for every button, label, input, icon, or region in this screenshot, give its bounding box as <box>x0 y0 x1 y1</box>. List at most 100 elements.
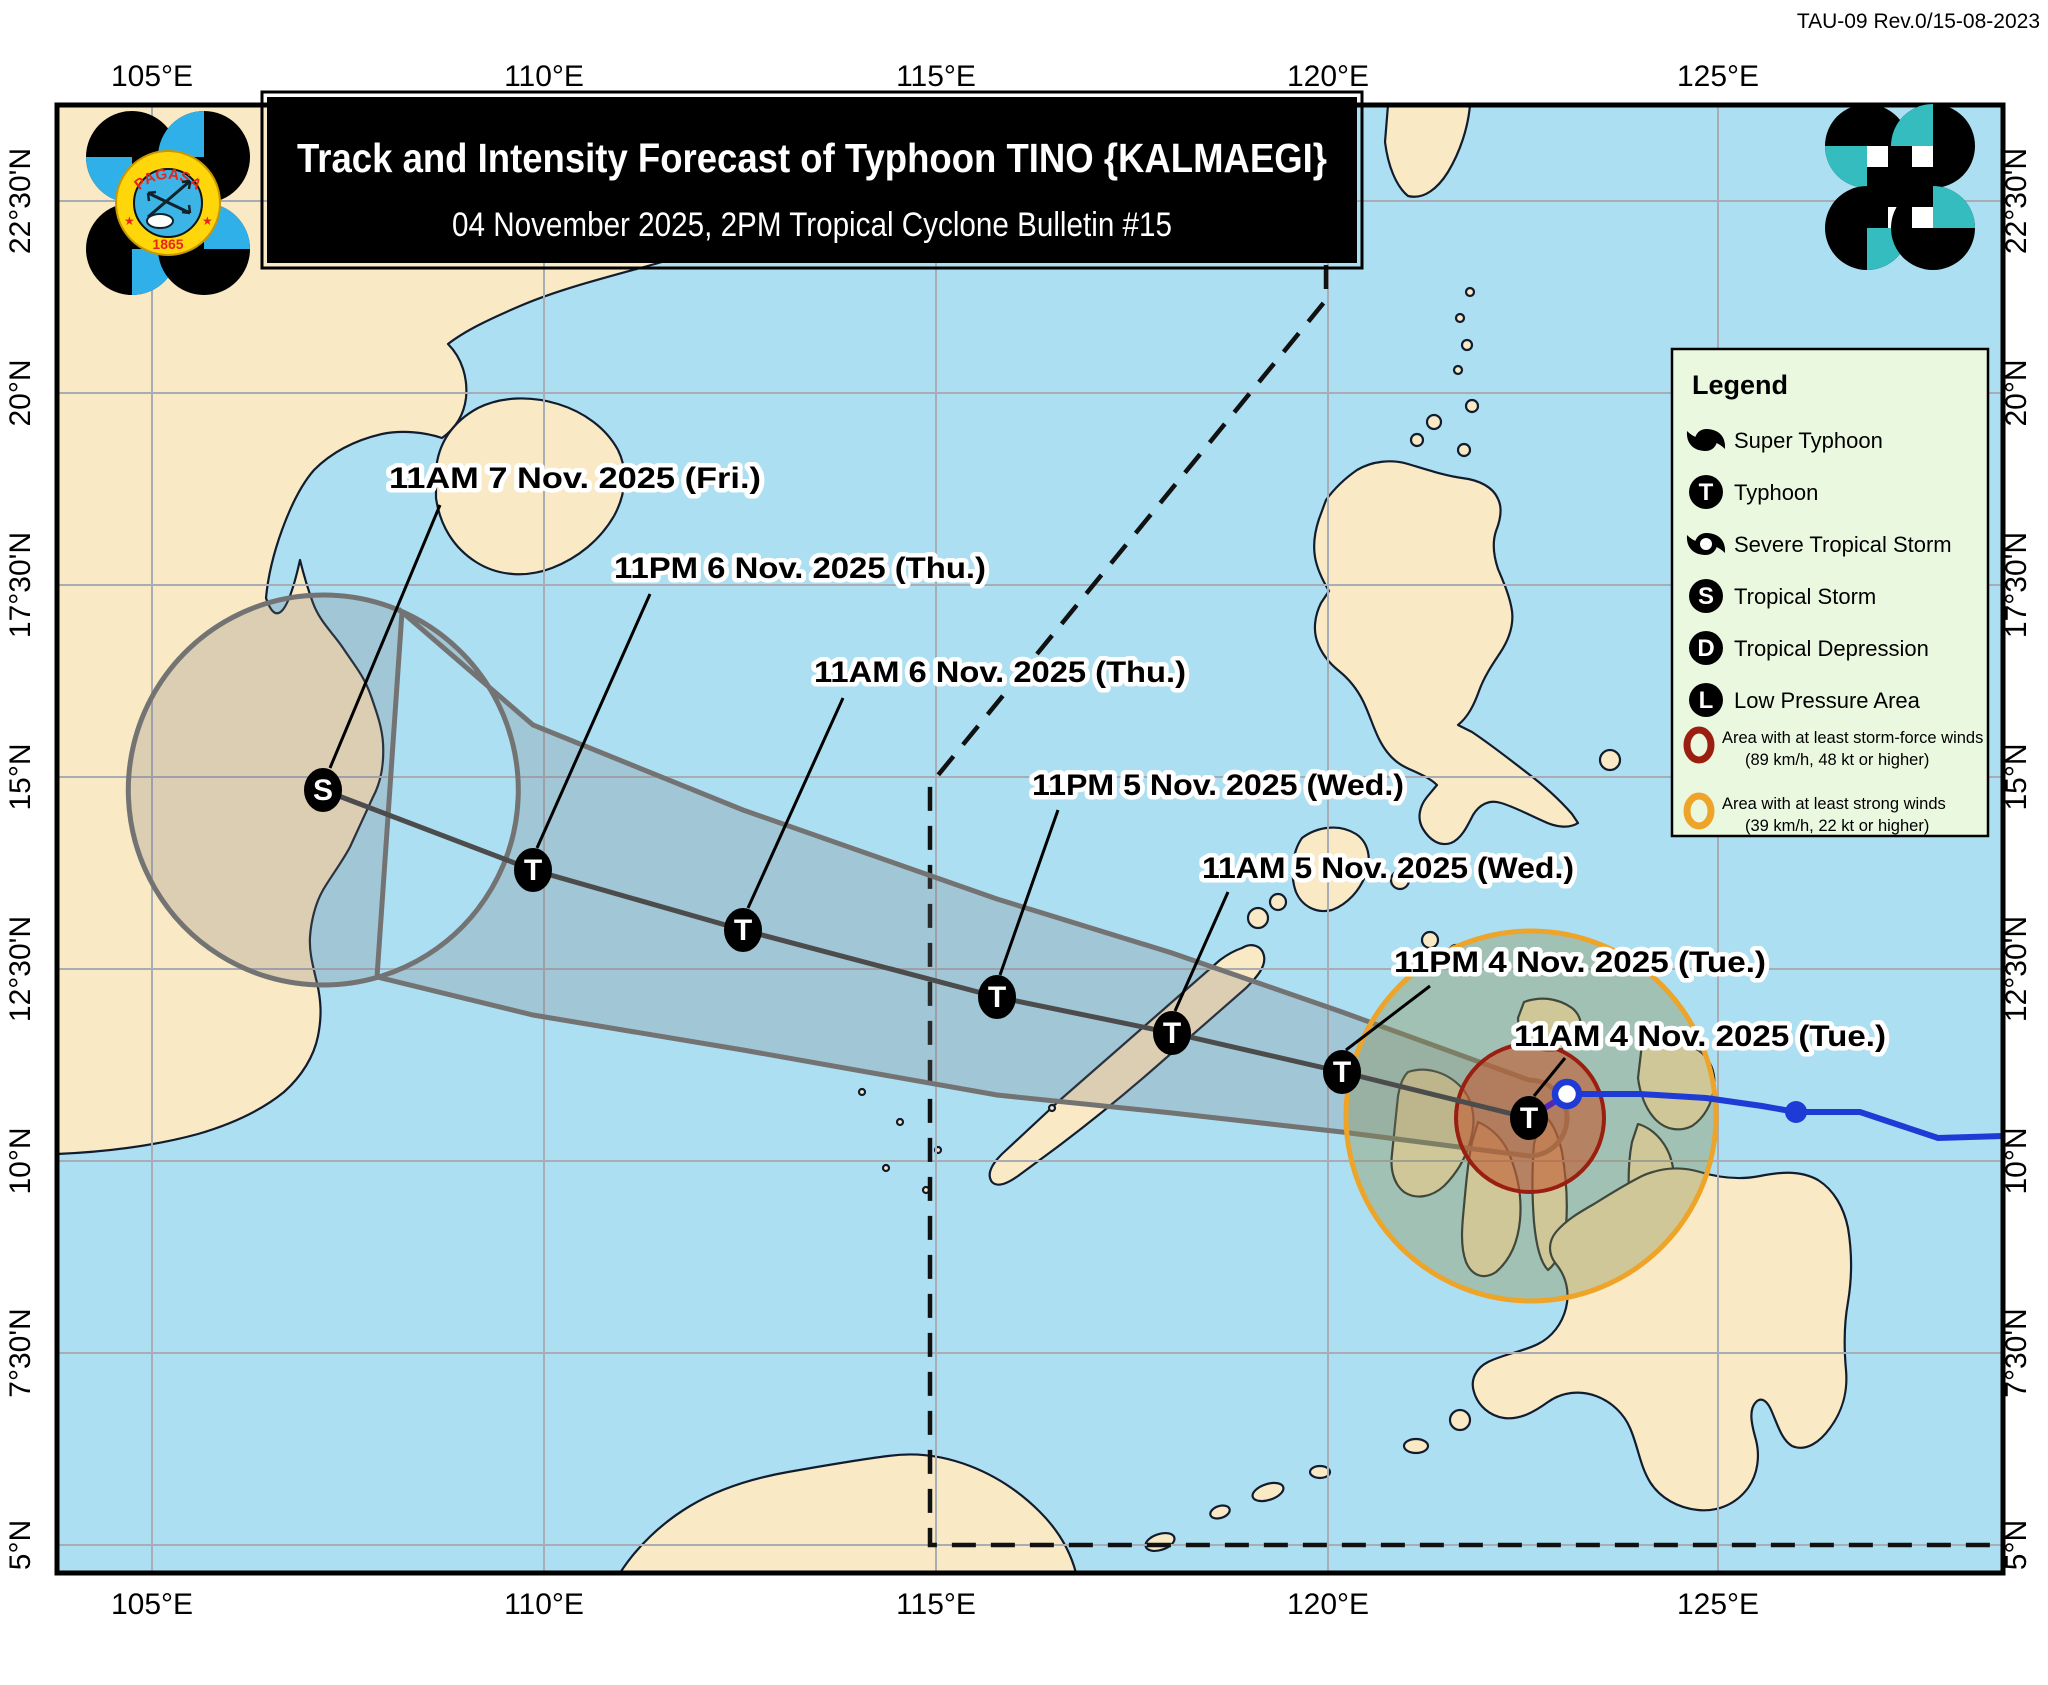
legend-item-label: Tropical Storm <box>1734 584 1876 609</box>
low-pressure-area-icon <box>1689 683 1723 717</box>
legend-item-typhoon: T Typhoon <box>1689 475 1818 509</box>
legend-item-super-typhoon: Super Typhoon <box>1686 428 1883 453</box>
track-point-s <box>304 768 342 812</box>
legend-icon-letter: S <box>1698 583 1714 610</box>
lat-label-left: 12°30'N <box>4 916 37 1022</box>
track-point-letter: T <box>1163 1017 1181 1050</box>
track-labels: 11AM 7 Nov. 2025 (Fri.) 11PM 6 Nov. 2025 … <box>385 458 1891 1058</box>
pinwheel-star-icon <box>1870 157 1930 217</box>
legend-item-label: Super Typhoon <box>1734 428 1883 453</box>
lon-label-top: 125°E <box>1677 60 1759 93</box>
track-time-label: 11AM 6 Nov. 2025 (Thu.) <box>814 656 1186 689</box>
lat-label-left: 17°30'N <box>4 532 37 638</box>
seal-cloud-icon <box>146 213 174 229</box>
legend-icon-letter: T <box>1699 479 1714 506</box>
legend-item-label: Typhoon <box>1734 480 1818 505</box>
legend: Legend Super Typhoon T Typhoon Severe Tropi… <box>1670 347 1990 838</box>
track-time-label: 11AM 4 Nov. 2025 (Tue.) <box>1514 1020 1886 1053</box>
land-samar <box>1636 1039 1716 1131</box>
legend-icon-letter: D <box>1697 635 1714 662</box>
callout-line <box>998 809 1060 976</box>
track-point-letter: T <box>988 981 1006 1014</box>
callout-line <box>328 504 442 769</box>
title-line1: Track and Intensity Forecast of Typhoon … <box>297 135 1327 181</box>
lon-label-bottom: 125°E <box>1677 1588 1759 1621</box>
lat-label-left: 5°N <box>4 1520 37 1570</box>
par-boundary-dashed-line <box>927 265 2003 1548</box>
lat-label-right: 10°N <box>2000 1127 2033 1194</box>
lat-label-right: 7°30'N <box>2000 1308 2033 1397</box>
callout-line <box>746 697 845 909</box>
island <box>1598 748 1622 772</box>
track-time-label: 11PM 5 Nov. 2025 (Wed.) <box>1032 769 1404 802</box>
title-bar: Track and Intensity Forecast of Typhoon … <box>260 90 1364 270</box>
track-time-label: 11PM 4 Nov. 2025 (Tue.) <box>1394 946 1766 979</box>
track-point-letter: T <box>1333 1056 1351 1089</box>
callout-line <box>1532 1057 1567 1097</box>
seal-arrows-icon <box>146 179 192 219</box>
legend-item-label: Tropical Depression <box>1734 636 1929 661</box>
callout-line <box>535 593 652 849</box>
land-hainan <box>434 397 626 576</box>
legend-wind-area-storm-force: Area with at least storm-force winds (89 … <box>1683 726 1983 769</box>
track-time-label: 11PM 6 Nov. 2025 (Thu.) <box>614 552 986 585</box>
wind-ring-icon <box>1683 726 1715 764</box>
legend-title: Legend <box>1692 370 1788 400</box>
lat-label-right: 12°30'N <box>2000 916 2033 1022</box>
severe-tropical-storm-icon <box>1686 533 1726 555</box>
spratly-islets <box>857 1087 1057 1195</box>
super-typhoon-icon <box>1686 429 1726 451</box>
legend-wind-area-strong: Area with at least strong winds (39 km/h,… <box>1683 792 1946 835</box>
track-point-t <box>724 908 762 952</box>
lon-label-top: 105°E <box>111 60 193 93</box>
lat-label-left: 15°N <box>4 743 37 810</box>
typhoon-icon <box>1689 475 1723 509</box>
track-time-label: 11AM 7 Nov. 2025 (Fri.) <box>389 462 761 495</box>
legend-icon-letter: L <box>1699 687 1714 714</box>
lat-label-right: 5°N <box>2000 1520 2033 1570</box>
island <box>1308 1464 1332 1480</box>
track-point-letter: T <box>524 854 542 887</box>
track-time-label: 11AM 5 Nov. 2025 (Wed.) <box>1202 852 1574 885</box>
pagasa-pinwheel-icon: PAGASA 1865 ★ ★ <box>86 111 250 295</box>
wind-ring-icon <box>1683 792 1715 830</box>
lon-label-top: 115°E <box>896 60 976 93</box>
track-callouts <box>328 504 1567 1097</box>
pagasa-logo-right <box>1825 104 1975 270</box>
title-line2: 04 November 2025, 2PM Tropical Cyclone B… <box>452 206 1172 244</box>
wind-area-line1: Area with at least strong winds <box>1722 795 1946 813</box>
doc-ref: TAU-09 Rev.0/15-08-2023 <box>1797 10 2040 33</box>
pagasa-seal-year: 1865 <box>152 236 183 252</box>
island <box>1402 1437 1430 1455</box>
lon-label-bottom: 105°E <box>111 1588 193 1621</box>
lon-label-bottom: 120°E <box>1287 1588 1369 1621</box>
lat-label-left: 7°30'N <box>4 1308 37 1397</box>
island <box>1420 930 1440 950</box>
track-point-letter: T <box>734 914 752 947</box>
axis-labels: 105°E 105°E 110°E 110°E 115°E 115°E 120°E 120°E… <box>4 60 2033 1621</box>
initial-position-open-dot <box>1551 1078 1583 1110</box>
lon-label-top: 110°E <box>504 60 584 93</box>
island <box>1209 1504 1231 1520</box>
lat-label-right: 20°N <box>2000 359 2033 426</box>
wind-area-line2: (39 km/h, 22 kt or higher) <box>1745 817 1929 835</box>
land-luzon <box>1313 460 1580 846</box>
land-taiwan <box>1383 103 1472 198</box>
legend-item-label: Severe Tropical Storm <box>1734 532 1952 557</box>
lon-label-bottom: 110°E <box>504 1588 584 1621</box>
lat-label-left: 10°N <box>4 1127 37 1194</box>
island <box>1389 869 1411 891</box>
lat-label-right: 15°N <box>2000 743 2033 810</box>
lat-label-right: 17°30'N <box>2000 532 2033 638</box>
tropical-depression-icon <box>1689 631 1723 665</box>
land-mindoro <box>1291 826 1370 913</box>
lat-label-left: 20°N <box>4 359 37 426</box>
lat-label-left: 22°30'N <box>4 148 37 254</box>
track-point-t <box>1510 1096 1548 1140</box>
lat-label-right: 22°30'N <box>2000 148 2033 254</box>
track-point-t <box>1153 1011 1191 1055</box>
island <box>1251 1481 1285 1503</box>
track-point-letter: S <box>313 774 333 807</box>
